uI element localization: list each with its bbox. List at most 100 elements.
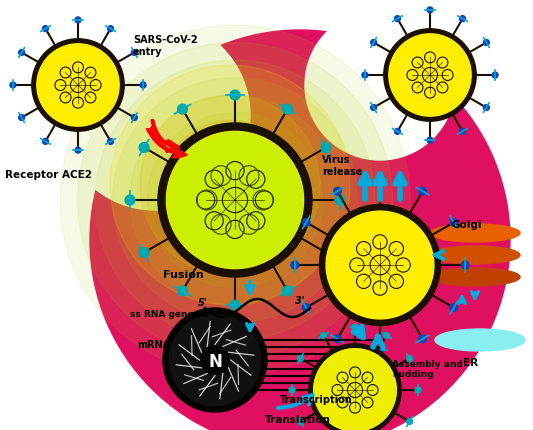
Circle shape [37,44,119,126]
Circle shape [282,286,293,296]
Circle shape [291,261,298,269]
Circle shape [282,104,293,114]
Circle shape [384,29,476,121]
Circle shape [450,218,458,226]
Circle shape [302,218,310,226]
Circle shape [394,129,400,134]
Circle shape [492,72,498,78]
Circle shape [483,104,489,111]
Text: N: N [208,353,222,371]
Circle shape [108,26,114,31]
Circle shape [19,115,25,120]
Circle shape [309,344,401,430]
Circle shape [177,286,188,296]
Ellipse shape [130,95,340,305]
Circle shape [108,138,114,144]
Text: Fusion: Fusion [163,270,204,280]
Text: Virus
release: Virus release [322,155,362,177]
Circle shape [407,356,413,362]
Circle shape [459,129,465,134]
Text: 5': 5' [198,298,208,308]
Circle shape [60,20,250,210]
Circle shape [177,104,188,114]
Circle shape [370,104,376,111]
Circle shape [167,132,303,268]
Text: ss RNA genome: ss RNA genome [130,310,209,319]
Text: Translation: Translation [265,415,331,425]
Circle shape [419,335,426,343]
Circle shape [75,147,81,153]
Circle shape [419,187,426,195]
Circle shape [334,187,341,195]
Circle shape [75,17,81,23]
Circle shape [10,82,16,88]
FancyArrowPatch shape [147,126,187,158]
Text: Golgi: Golgi [452,220,482,230]
Circle shape [376,347,384,354]
Circle shape [427,137,433,143]
Ellipse shape [60,25,410,375]
Circle shape [132,115,138,120]
Circle shape [319,205,440,326]
Circle shape [201,346,229,374]
Text: mRNA: mRNA [137,340,170,350]
Circle shape [230,300,240,310]
Circle shape [230,90,240,100]
Text: Receptor ACE2: Receptor ACE2 [5,170,92,180]
Ellipse shape [95,60,375,340]
Circle shape [163,308,267,412]
Circle shape [32,39,124,131]
Circle shape [110,65,350,305]
Circle shape [314,349,396,430]
Text: ER: ER [463,358,478,368]
Circle shape [132,49,138,55]
Circle shape [321,143,331,152]
Circle shape [462,261,469,269]
Circle shape [459,15,465,22]
Circle shape [376,176,384,184]
Circle shape [362,72,368,78]
Circle shape [302,304,310,311]
Circle shape [165,120,295,250]
Circle shape [314,349,396,430]
Circle shape [389,34,471,116]
Text: 3': 3' [295,296,305,306]
Circle shape [335,195,345,205]
Text: Transcription: Transcription [280,395,353,405]
Ellipse shape [148,113,322,288]
Circle shape [19,49,25,55]
Circle shape [43,26,49,31]
Circle shape [483,40,489,46]
Circle shape [352,324,358,330]
Circle shape [169,314,261,406]
Ellipse shape [435,329,525,351]
Circle shape [427,7,433,13]
Circle shape [326,211,434,319]
Circle shape [289,387,295,393]
Circle shape [158,123,312,277]
Circle shape [334,335,341,343]
Circle shape [394,15,400,22]
Circle shape [125,195,135,205]
Circle shape [139,248,149,258]
Circle shape [139,143,149,152]
Ellipse shape [430,246,520,264]
Circle shape [166,132,304,269]
Circle shape [185,140,275,230]
Ellipse shape [430,224,520,242]
Circle shape [370,40,376,46]
Circle shape [140,82,146,88]
Circle shape [415,387,421,393]
Circle shape [90,30,510,430]
Circle shape [450,304,458,311]
Circle shape [305,10,455,160]
Circle shape [320,332,326,338]
Circle shape [384,332,390,338]
Circle shape [43,138,49,144]
Circle shape [407,418,413,424]
Circle shape [297,418,303,424]
Ellipse shape [430,268,520,286]
Text: Assembly and
budding: Assembly and budding [392,360,463,379]
Text: SARS-CoV-2
entry: SARS-CoV-2 entry [133,35,198,57]
Ellipse shape [112,77,358,322]
